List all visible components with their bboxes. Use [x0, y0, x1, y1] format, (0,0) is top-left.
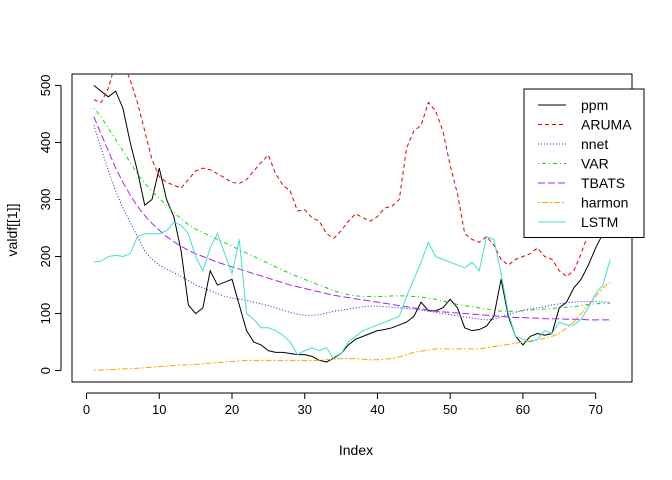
- y-tick-label: 400: [38, 132, 53, 154]
- x-tick-label: 60: [516, 402, 530, 417]
- x-tick-label: 70: [588, 402, 602, 417]
- y-tick-label: 0: [38, 367, 53, 374]
- axes: 0 10 20 30 40 50 60 70 0 100 200 300 400 500: [38, 73, 633, 417]
- series-layer: [93, 74, 611, 371]
- legend-label-tbats: TBATS: [581, 175, 625, 191]
- legend-label-var: VAR: [581, 156, 609, 172]
- x-tick-label: 20: [225, 402, 239, 417]
- legend: ppm ARUMA nnet VAR TBATS harmon LSTM: [523, 88, 645, 238]
- x-tick-label: 10: [152, 402, 166, 417]
- series-line-lstm: [93, 221, 611, 360]
- y-tick-label: 500: [38, 75, 53, 97]
- legend-label-aruma: ARUMA: [581, 117, 632, 133]
- y-tick-label: 100: [38, 303, 53, 325]
- legend-label-nnet: nnet: [581, 136, 608, 152]
- y-tick-label: 200: [38, 246, 53, 268]
- series-line-tbats: [93, 116, 611, 321]
- x-tick-label: 0: [83, 402, 90, 417]
- legend-label-ppm: ppm: [581, 97, 608, 113]
- series-line-harmon: [93, 281, 611, 371]
- y-axis-label: valdf[[1]]: [4, 204, 20, 257]
- y-tick-label: 300: [38, 189, 53, 211]
- x-tick-label: 30: [297, 402, 311, 417]
- x-tick-label: 50: [443, 402, 457, 417]
- legend-label-lstm: LSTM: [581, 214, 618, 230]
- x-tick-label: 40: [370, 402, 384, 417]
- series-line-aruma: [93, 74, 611, 278]
- legend-label-harmon: harmon: [581, 195, 628, 211]
- series-line-ppm: [93, 85, 611, 363]
- x-axis-label: Index: [339, 442, 373, 458]
